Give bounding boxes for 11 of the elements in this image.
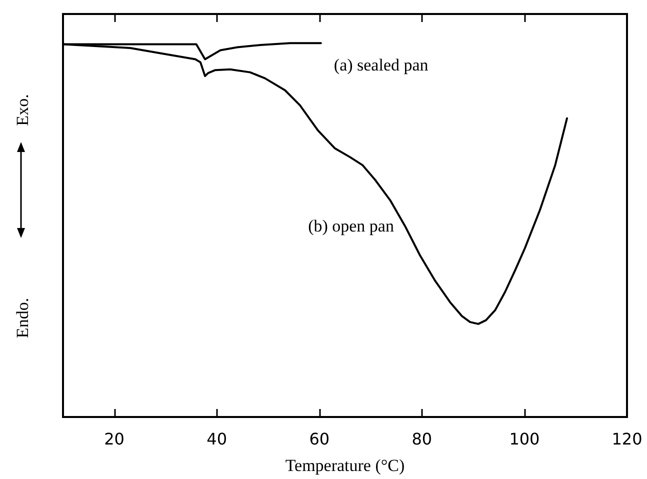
series-label: (b) open pan	[308, 216, 394, 236]
x-tick-label: 40	[206, 430, 227, 448]
text: Endo.	[13, 298, 34, 338]
x-tick-label: 80	[412, 430, 432, 448]
x-axis-title: Temperature (°C)	[285, 456, 405, 475]
text: Exo.	[12, 94, 33, 126]
series-label: (a) sealed pan	[334, 56, 429, 75]
x-tick-label: 60	[309, 430, 330, 448]
x-tick-label: 20	[104, 430, 124, 448]
x-tick-label: 100	[509, 430, 540, 448]
x-tick-label: 120	[612, 430, 642, 448]
